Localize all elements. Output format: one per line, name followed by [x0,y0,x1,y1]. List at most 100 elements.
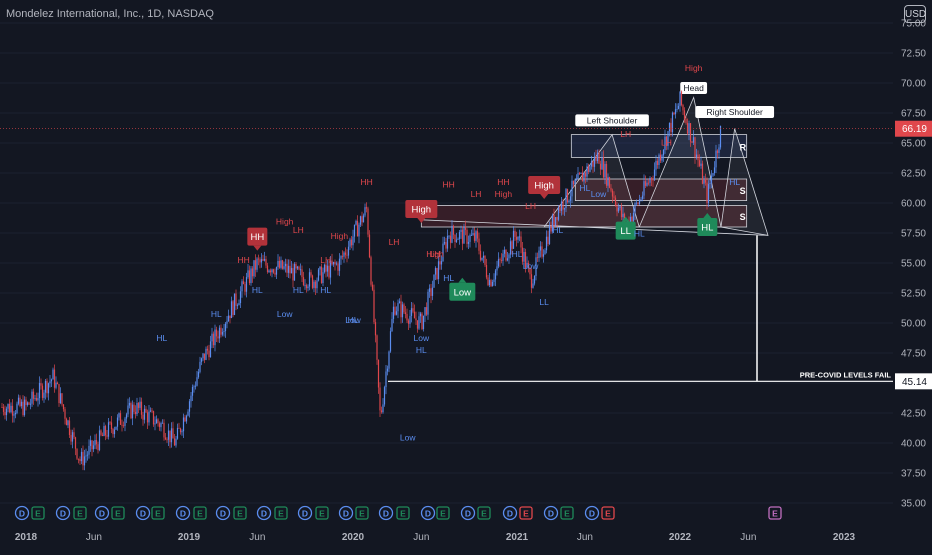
candle-body [680,91,683,105]
swing-label: High [331,231,349,241]
swing-label: LH [471,189,482,199]
earnings-marker[interactable] [601,506,615,520]
earnings-marker[interactable] [519,506,533,520]
candle-body [371,284,374,290]
candle-body [229,315,231,319]
candle-body [568,200,570,203]
dividend-marker[interactable] [584,505,600,521]
dividend-marker[interactable] [378,505,394,521]
pattern-label-box [575,114,649,127]
swing-flag [449,282,476,301]
candle-body [146,412,149,423]
candle-body [184,417,186,422]
candle-body [677,105,680,110]
candle-body [104,426,107,436]
dividend-marker[interactable] [94,505,110,521]
dividend-marker[interactable] [460,505,476,521]
swing-flag-pointer [417,218,426,223]
candle-body [41,385,44,398]
earnings-marker[interactable] [31,506,45,520]
candle-body [682,104,684,111]
earnings-marker[interactable] [560,506,574,520]
candle-body [19,397,21,407]
swing-flag [247,227,268,246]
candle-body [523,251,525,262]
earnings-marker[interactable] [477,506,491,520]
candle-body [251,268,254,277]
candle-body [643,181,645,196]
dividend-marker[interactable] [420,505,436,521]
price-tick-label: 75.00 [901,19,926,30]
earnings-marker[interactable] [151,506,165,520]
candle-body [16,403,18,413]
candle-body [17,397,20,404]
earnings-marker[interactable] [315,506,329,520]
candle-body [124,418,126,426]
dividend-marker[interactable] [256,505,272,521]
swing-flag-label: HL [701,223,713,234]
currency-button[interactable]: USD [904,5,926,23]
earnings-marker[interactable] [355,506,369,520]
dividend-marker[interactable] [502,505,518,521]
candle-body [373,289,375,323]
earnings-marker[interactable] [111,506,125,520]
candle-body [385,371,387,388]
candle-body [317,269,320,281]
earnings-marker[interactable] [768,506,782,520]
candle-body [661,155,663,161]
candle-body [275,267,278,275]
candle-body [683,110,686,120]
candle-body [596,152,599,162]
price-tick-label: 50.00 [901,319,926,330]
dividend-marker-label: D [465,509,471,519]
candle-body [407,320,410,324]
dividend-marker[interactable] [175,505,191,521]
candle-body [26,402,29,406]
swing-label: Low [345,315,361,325]
candle-body [583,172,585,182]
time-axis[interactable]: 2018 Jun 2019 Jun 2020 Jun 2021 Jun 2022 Jun 2023 [0,524,932,550]
dividend-marker[interactable] [297,505,313,521]
candle-body [460,229,462,232]
candle-body [175,438,177,446]
candle-body [208,350,210,358]
candle-body [436,267,438,280]
dividend-marker[interactable] [543,505,559,521]
candle-body [109,422,111,424]
candle-body [470,234,473,236]
candle-body [716,150,719,153]
dividend-marker[interactable] [215,505,231,521]
candle-body [139,401,141,408]
dividend-marker[interactable] [338,505,354,521]
candle-body [673,112,675,115]
price-axis[interactable]: 35.0037.5040.0042.5045.0047.5050.0052.50… [894,0,932,550]
candle-body [182,417,185,432]
candle-body [466,229,468,244]
swing-flag-label: High [412,205,432,216]
candle-body [305,284,308,289]
earnings-marker[interactable] [274,506,288,520]
dividend-marker[interactable] [14,505,30,521]
dividend-marker[interactable] [55,505,71,521]
candle-body [8,403,11,413]
candle-body [485,264,488,278]
dividend-marker[interactable] [135,505,151,521]
candle-body [598,152,600,164]
earnings-marker[interactable] [73,506,87,520]
candle-body [494,270,497,280]
candle-body [671,112,674,133]
earnings-marker[interactable] [233,506,247,520]
earnings-marker[interactable] [436,506,450,520]
earnings-marker[interactable] [396,506,410,520]
candle-body [47,383,50,394]
candle-body [422,315,425,330]
price-tick-label: 55.00 [901,259,926,270]
swing-label: HL [293,285,304,295]
earnings-marker[interactable] [193,506,207,520]
swing-label: LH [661,137,672,147]
candle-body [610,187,612,191]
candle-body [293,264,296,281]
